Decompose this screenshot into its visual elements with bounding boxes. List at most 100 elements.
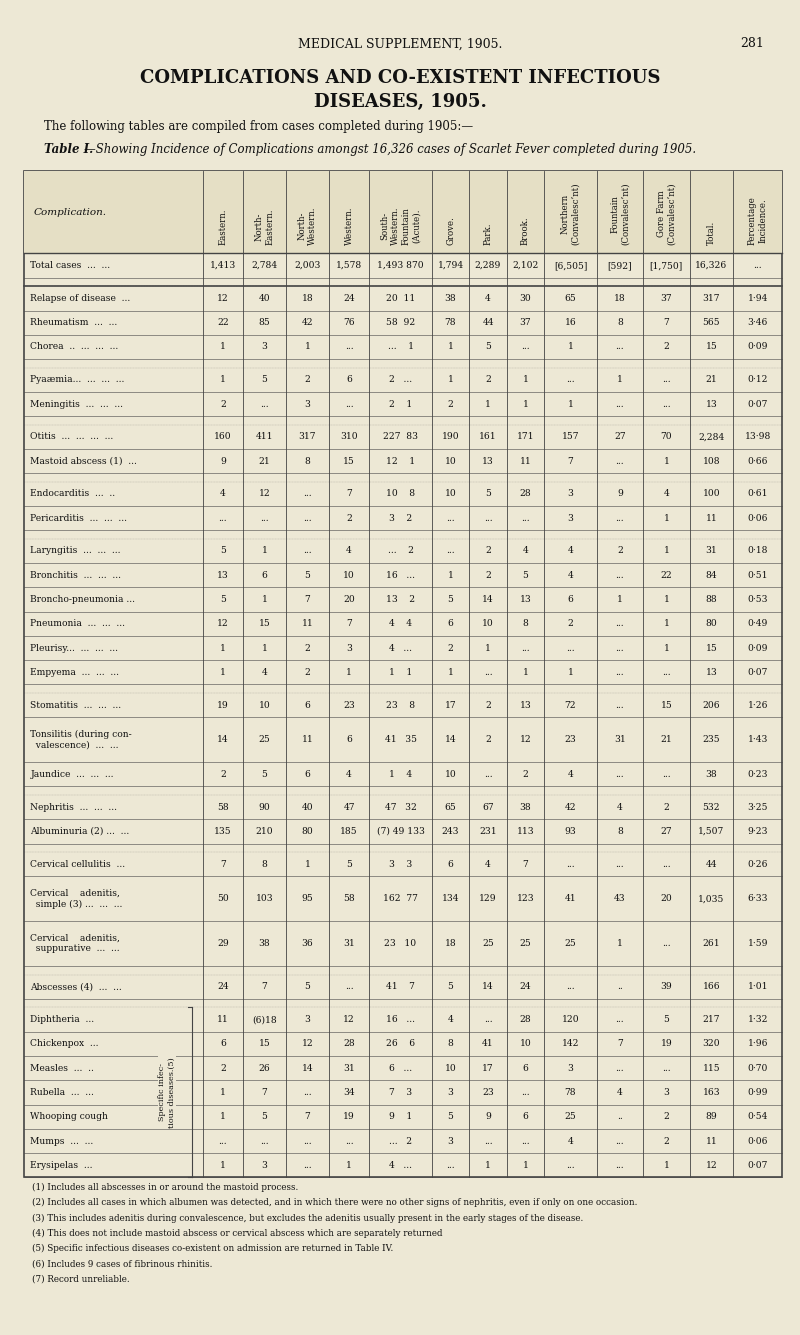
Text: 14: 14 xyxy=(482,983,494,992)
Text: Relapse of disease  ...: Relapse of disease ... xyxy=(30,294,130,303)
Text: 210: 210 xyxy=(256,826,274,836)
Text: 15: 15 xyxy=(343,457,355,466)
Text: Total cases  ...  ...: Total cases ... ... xyxy=(30,262,110,270)
Text: 0·26: 0·26 xyxy=(747,860,768,869)
Text: Pyaæmia...  ...  ...  ...: Pyaæmia... ... ... ... xyxy=(30,375,125,384)
Text: 23: 23 xyxy=(565,736,576,744)
Text: 7: 7 xyxy=(522,860,529,869)
Text: 5: 5 xyxy=(262,375,267,384)
Text: 310: 310 xyxy=(340,433,358,442)
Text: 15: 15 xyxy=(706,343,717,351)
Text: 0·54: 0·54 xyxy=(747,1112,768,1121)
Text: —Showing Incidence of Complications amongst 16,326 cases of Scarlet Fever comple: —Showing Incidence of Complications amon… xyxy=(84,143,696,156)
Text: (3) This includes adenitis during convalescence, but excludes the adenitis usual: (3) This includes adenitis during conval… xyxy=(32,1214,583,1223)
Text: 38: 38 xyxy=(445,294,457,303)
Text: ...   2: ... 2 xyxy=(389,1136,412,1145)
Text: 6: 6 xyxy=(346,736,352,744)
Text: 6: 6 xyxy=(522,1112,529,1121)
Text: 10: 10 xyxy=(445,490,457,498)
Text: 3: 3 xyxy=(346,643,352,653)
Text: 2: 2 xyxy=(663,1112,670,1121)
Text: 1: 1 xyxy=(617,940,623,948)
Text: (6)18: (6)18 xyxy=(252,1015,277,1024)
Text: 84: 84 xyxy=(706,571,717,579)
Text: 4   ...: 4 ... xyxy=(389,1161,412,1169)
Text: 21: 21 xyxy=(661,736,672,744)
Text: 115: 115 xyxy=(702,1064,720,1073)
Text: ...: ... xyxy=(566,643,574,653)
Text: 1: 1 xyxy=(663,595,670,603)
Text: 10: 10 xyxy=(445,1064,457,1073)
Text: 15: 15 xyxy=(706,643,717,653)
Text: ...: ... xyxy=(446,546,455,555)
Text: 28: 28 xyxy=(520,490,531,498)
Text: 6   ...: 6 ... xyxy=(389,1064,412,1073)
Text: 2: 2 xyxy=(522,770,529,778)
Text: 4: 4 xyxy=(346,770,352,778)
Text: 5: 5 xyxy=(220,546,226,555)
Text: Jaundice  ...  ...  ...: Jaundice ... ... ... xyxy=(30,770,114,778)
Text: 3    3: 3 3 xyxy=(389,860,412,869)
Text: 12: 12 xyxy=(217,619,229,629)
Text: 261: 261 xyxy=(702,940,720,948)
Text: ...: ... xyxy=(615,1136,624,1145)
Text: 85: 85 xyxy=(258,318,270,327)
Text: 72: 72 xyxy=(565,701,576,710)
Text: 50: 50 xyxy=(217,894,229,904)
Text: 1: 1 xyxy=(305,860,310,869)
Text: ...: ... xyxy=(484,770,492,778)
Text: 6: 6 xyxy=(262,571,267,579)
Text: Otitis  ...  ...  ...  ...: Otitis ... ... ... ... xyxy=(30,433,114,442)
Text: ...: ... xyxy=(484,668,492,677)
Text: 42: 42 xyxy=(565,802,576,812)
Text: 103: 103 xyxy=(256,894,274,904)
Text: (1) Includes all abscesses in or around the mastoid process.: (1) Includes all abscesses in or around … xyxy=(32,1183,298,1192)
Text: ...: ... xyxy=(522,1136,530,1145)
Text: 7: 7 xyxy=(663,318,669,327)
Text: 27: 27 xyxy=(614,433,626,442)
Text: Whooping cough: Whooping cough xyxy=(30,1112,108,1121)
Text: Rubella  ...  ...: Rubella ... ... xyxy=(30,1088,94,1097)
Text: 12: 12 xyxy=(520,736,531,744)
Text: 1·43: 1·43 xyxy=(747,736,768,744)
Text: 10: 10 xyxy=(343,571,355,579)
Text: 0·06: 0·06 xyxy=(747,1136,768,1145)
Text: (7) 49 133: (7) 49 133 xyxy=(377,826,425,836)
Text: 1: 1 xyxy=(220,1112,226,1121)
Text: North-
Eastern.: North- Eastern. xyxy=(254,210,274,246)
Text: ...: ... xyxy=(218,1136,227,1145)
Text: 17: 17 xyxy=(445,701,456,710)
Text: Northern
(Convalesc’nt): Northern (Convalesc’nt) xyxy=(561,183,580,246)
Text: 4: 4 xyxy=(448,1015,454,1024)
Text: 2: 2 xyxy=(663,343,670,351)
Text: ...: ... xyxy=(446,514,455,522)
Text: 80: 80 xyxy=(302,826,314,836)
Text: 0·70: 0·70 xyxy=(747,1064,768,1073)
Text: 40: 40 xyxy=(258,294,270,303)
Text: 108: 108 xyxy=(702,457,720,466)
Text: 14: 14 xyxy=(445,736,456,744)
Text: 28: 28 xyxy=(343,1040,355,1048)
Text: 0·07: 0·07 xyxy=(747,1161,768,1169)
Text: 1: 1 xyxy=(617,375,623,384)
Text: Broncho-pneumonia ...: Broncho-pneumonia ... xyxy=(30,595,135,603)
Text: 7: 7 xyxy=(346,619,352,629)
Text: ...: ... xyxy=(566,860,574,869)
Text: 1,413: 1,413 xyxy=(210,262,236,270)
Text: 1: 1 xyxy=(220,343,226,351)
Text: 1: 1 xyxy=(262,643,267,653)
Text: 0·99: 0·99 xyxy=(747,1088,768,1097)
Text: 31: 31 xyxy=(614,736,626,744)
Text: The following tables are compiled from cases completed during 1905:—: The following tables are compiled from c… xyxy=(44,120,473,134)
Text: Chorea  ..  ...  ...  ...: Chorea .. ... ... ... xyxy=(30,343,118,351)
Text: 17: 17 xyxy=(482,1064,494,1073)
Text: 47: 47 xyxy=(343,802,354,812)
Text: 18: 18 xyxy=(302,294,314,303)
Text: 38: 38 xyxy=(258,940,270,948)
Text: 2: 2 xyxy=(485,571,491,579)
Text: 1: 1 xyxy=(663,514,670,522)
Text: 20  11: 20 11 xyxy=(386,294,415,303)
Text: Total.: Total. xyxy=(706,222,716,246)
Text: ...: ... xyxy=(615,1064,624,1073)
Text: 24: 24 xyxy=(520,983,531,992)
